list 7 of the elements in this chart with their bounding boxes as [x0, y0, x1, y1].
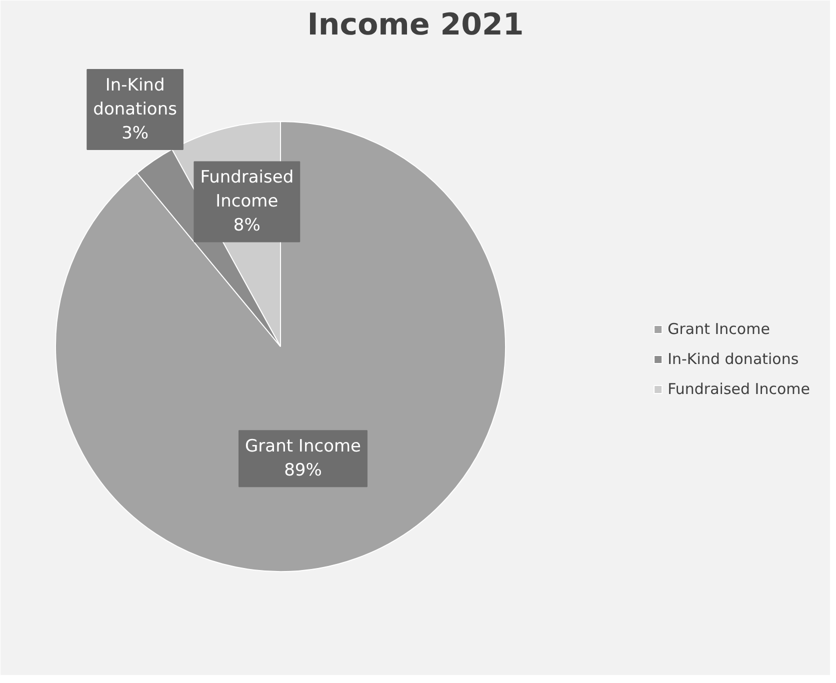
legend-label: Fundraised Income: [668, 380, 810, 398]
data-label: Grant Income 89%: [245, 436, 361, 481]
chart-title: Income 2021: [307, 8, 524, 42]
legend-label: In-Kind donations: [668, 350, 799, 368]
data-label: In-Kind donations 3%: [93, 76, 178, 144]
legend-label: Grant Income: [668, 320, 770, 338]
data-label: Fundraised Income 8%: [200, 168, 294, 236]
